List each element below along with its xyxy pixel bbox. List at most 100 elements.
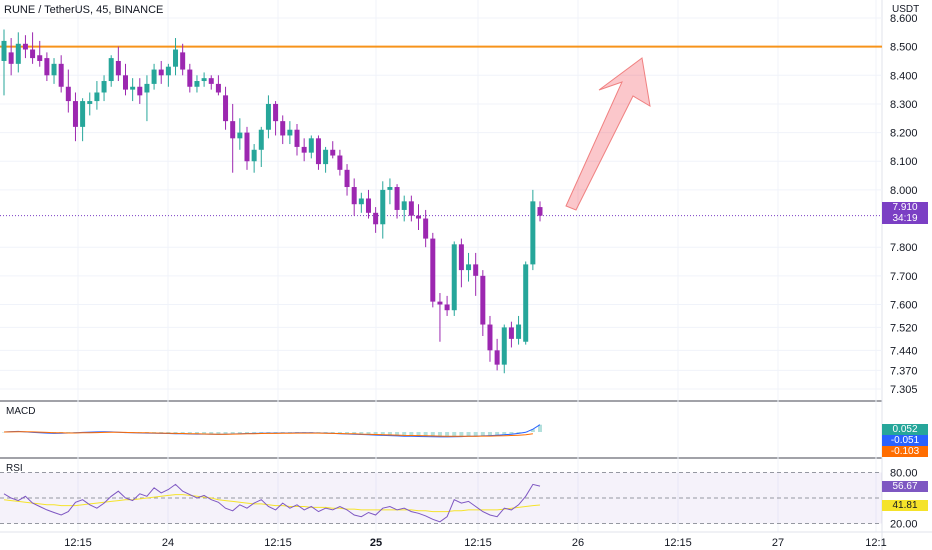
candle-body	[158, 69, 164, 76]
macd-histogram-bar	[437, 432, 442, 437]
candle-body	[416, 215, 422, 219]
candle-body	[22, 43, 28, 50]
macd-histogram-bar	[173, 432, 178, 434]
macd-histogram-bar	[66, 432, 71, 433]
candle-body	[237, 132, 243, 139]
candle-body	[80, 101, 86, 127]
macd-histogram-bar	[516, 432, 521, 434]
last-price-tag: 7.910 34:19	[882, 202, 928, 224]
rsi-value-tag: 56.67	[882, 481, 928, 492]
rsi-ma-line	[3, 494, 541, 513]
time-axis-label: 12:15	[464, 537, 492, 549]
candle-body	[87, 101, 93, 104]
macd-histogram-bar	[202, 432, 207, 435]
candle-body	[137, 86, 143, 96]
candle-body	[301, 146, 307, 153]
countdown-value: 34:19	[892, 213, 918, 224]
macd-histogram-bar	[266, 432, 271, 434]
price-axis-label: 8.600	[890, 13, 918, 25]
candle-body	[373, 212, 379, 225]
time-axis-label: 26	[572, 537, 584, 549]
candle-body	[165, 66, 171, 76]
candle-body	[437, 301, 443, 305]
candle-body	[173, 49, 179, 67]
candle-body	[523, 264, 529, 342]
candle-body	[430, 238, 436, 302]
candle-body	[394, 187, 400, 210]
macd-histogram-bar	[273, 432, 278, 434]
macd-histogram-bar	[387, 432, 392, 436]
candle-body	[273, 103, 279, 122]
candle-body	[408, 201, 414, 216]
candle-body	[230, 121, 236, 139]
candle-body	[280, 121, 286, 136]
macd-histogram-bar	[187, 432, 192, 434]
time-axis-label: 12:15	[264, 537, 292, 549]
candle-body	[215, 83, 221, 93]
rsi-title: RSI	[6, 463, 23, 474]
price-axis-label: 7.305	[890, 384, 918, 396]
candle-body	[244, 132, 250, 162]
macd-histogram-bar	[366, 432, 371, 435]
candle-body	[480, 275, 486, 325]
macd-histogram-bar	[445, 432, 450, 437]
candle-body	[508, 327, 514, 339]
macd-signal-line	[3, 431, 533, 437]
macd-histogram-bar	[373, 432, 378, 436]
macd-histogram-bar	[509, 432, 514, 435]
macd-histogram-bar	[423, 432, 428, 437]
candle-body	[265, 103, 271, 130]
candle-body	[423, 218, 429, 239]
price-axis-label: 7.440	[890, 345, 918, 357]
candle-body	[1, 40, 7, 61]
candle-body	[501, 327, 507, 365]
candle-body	[451, 244, 457, 311]
candle-body	[130, 86, 136, 90]
candle-body	[194, 81, 200, 87]
time-axis-label: 25	[370, 537, 382, 549]
macd-histogram-bar	[2, 432, 6, 433]
last-price-value: 7.910	[892, 202, 918, 213]
candle-body	[151, 69, 157, 84]
candle-body	[337, 155, 343, 170]
price-axis-label: 7.370	[890, 365, 918, 377]
macd-histogram-bar	[194, 432, 199, 435]
candle-body	[315, 138, 321, 165]
macd-histogram-tag: 0.052	[882, 424, 928, 435]
macd-histogram-bar	[502, 432, 507, 435]
macd-histogram-bar	[244, 432, 249, 434]
candle-body	[144, 83, 150, 93]
price-axis-label: 8.300	[890, 99, 918, 111]
macd-line-tag: -0.051	[882, 435, 928, 446]
macd-histogram-bar	[495, 432, 500, 436]
macd-histogram-bar	[180, 432, 185, 434]
candle-body	[387, 187, 393, 190]
price-axis-label: 8.500	[890, 42, 918, 54]
candle-body	[30, 49, 36, 59]
macd-histogram-bar	[459, 432, 464, 437]
candle-body	[401, 201, 407, 210]
candle-body	[208, 78, 214, 84]
macd-title: MACD	[6, 406, 36, 417]
candle-body	[516, 324, 522, 339]
candle-body	[187, 69, 193, 87]
macd-histogram-bar	[330, 432, 335, 434]
rsi-line	[3, 483, 541, 523]
candle-body	[358, 198, 364, 205]
macd-histogram-bar	[323, 432, 328, 434]
candle-body	[201, 78, 207, 82]
candle-body	[51, 63, 57, 76]
candle-body	[58, 63, 64, 87]
candle-body	[537, 207, 543, 216]
candle-body	[344, 169, 350, 188]
candle-body	[65, 86, 71, 102]
macd-signal-tag: -0.103	[882, 446, 928, 457]
macd-histogram-bar	[209, 432, 214, 435]
price-axis-label: 7.600	[890, 299, 918, 311]
candle-body	[258, 129, 264, 150]
macd-histogram-bar	[466, 432, 471, 437]
macd-histogram-bar	[409, 432, 414, 437]
macd-histogram-bar	[252, 432, 257, 434]
price-axis-label: 8.100	[890, 156, 918, 168]
